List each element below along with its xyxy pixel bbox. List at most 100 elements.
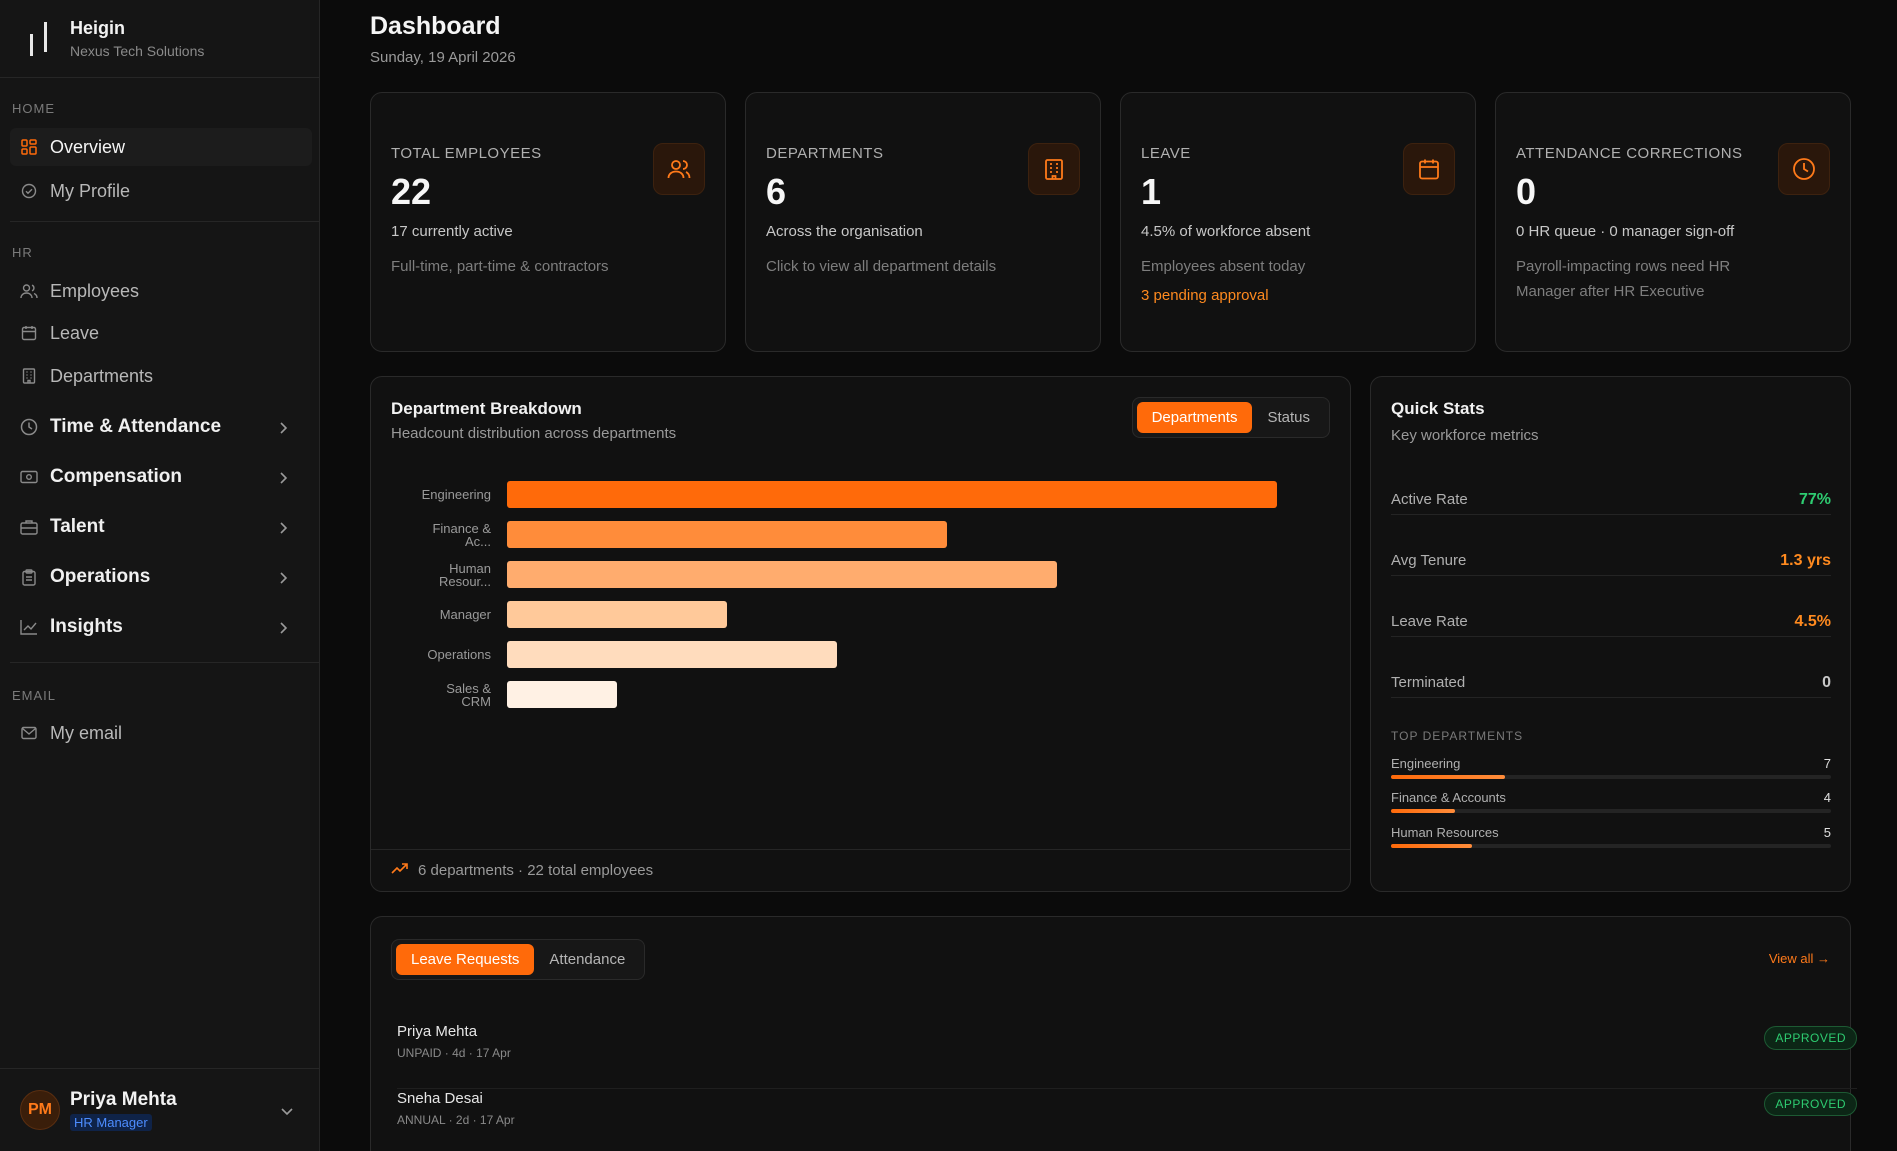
stat-desc: Employees absent today — [1141, 258, 1306, 275]
chart-icon — [20, 618, 38, 636]
stat-desc: Click to view all department details — [766, 258, 997, 275]
tab-attendance[interactable]: Attendance — [549, 951, 626, 968]
sidebar-item-employees[interactable]: Employees — [10, 272, 312, 310]
top-department-name: Engineering — [1391, 756, 1461, 771]
bar-label-line: Manager — [439, 607, 491, 622]
top-department-bar-fill — [1391, 809, 1455, 813]
stat-card-total-employees[interactable]: TOTAL EMPLOYEES 22 17 currently active F… — [370, 92, 726, 352]
quick-stat-value: 77% — [1798, 490, 1831, 508]
sidebar-item-talent[interactable]: Talent — [10, 508, 312, 546]
bar[interactable] — [507, 521, 947, 548]
panel-subtitle: Headcount distribution across department… — [391, 425, 677, 442]
list-item[interactable]: Priya Mehta UNPAID · 4d · 17 Apr APPROVE… — [397, 1023, 1857, 1089]
sidebar-item-compensation[interactable]: Compensation — [10, 458, 312, 496]
quick-stats-panel: Quick Stats Key workforce metrics Active… — [1370, 376, 1851, 892]
stat-card-leave[interactable]: LEAVE 1 4.5% of workforce absent Employe… — [1120, 92, 1476, 352]
bar[interactable] — [507, 601, 727, 628]
quick-stat-label: Terminated — [1391, 674, 1466, 691]
status-badge: APPROVED — [1764, 1092, 1857, 1116]
sidebar-item-my-profile[interactable]: My Profile — [10, 172, 312, 210]
building-icon — [20, 367, 38, 385]
section-email: EMAIL — [12, 688, 57, 703]
top-department-bar — [1391, 809, 1831, 813]
chevron-right-icon — [278, 419, 288, 441]
sidebar-item-time-attendance[interactable]: Time & Attendance — [10, 408, 312, 446]
requests-tabs: Leave Requests Attendance — [391, 939, 646, 980]
stat-value: 6 — [766, 171, 787, 212]
stat-card-departments[interactable]: DEPARTMENTS 6 Across the organisation Cl… — [745, 92, 1101, 352]
stat-label: TOTAL EMPLOYEES — [391, 145, 542, 162]
sidebar-item-departments[interactable]: Departments — [10, 357, 312, 395]
briefcase-icon — [20, 518, 38, 536]
chevron-right-icon — [278, 619, 288, 641]
tab-leave-requests[interactable]: Leave Requests — [396, 944, 535, 975]
bar-label: Manager — [403, 608, 491, 621]
sidebar-item-label: Leave — [50, 322, 100, 343]
pending-approval-link[interactable]: 3 pending approval — [1141, 287, 1269, 304]
list-item[interactable]: Sneha Desai ANNUAL · 2d · 17 Apr APPROVE… — [397, 1090, 1857, 1151]
bar-label-line: Engineering — [421, 487, 491, 502]
view-all-link[interactable]: View all → — [1768, 951, 1830, 966]
stat-sub: 4.5% of workforce absent — [1141, 223, 1311, 240]
page-date: Sunday, 19 April 2026 — [370, 49, 516, 66]
clipboard-icon — [20, 568, 38, 586]
divider — [10, 221, 320, 222]
breakdown-footer: 6 departments · 22 total employees — [371, 849, 1350, 891]
stat-value: 1 — [1141, 171, 1162, 212]
section-home: HOME — [12, 101, 55, 116]
stat-sub: 0 HR queue · 0 manager sign-off — [1516, 223, 1735, 240]
toggle-status[interactable]: Status — [1267, 409, 1310, 426]
chevron-down-icon[interactable] — [280, 1103, 294, 1121]
users-icon — [653, 143, 705, 195]
sidebar-item-label: Talent — [50, 516, 105, 537]
request-name: Priya Mehta — [397, 1023, 478, 1040]
bar-label-line: Operations — [427, 647, 491, 662]
breakdown-toggle: Departments Status — [1131, 397, 1330, 438]
quick-stat-leave-rate: Leave Rate 4.5% — [1391, 607, 1831, 637]
quick-stat-active-rate: Active Rate 77% — [1391, 485, 1831, 515]
calendar-icon — [1403, 143, 1455, 195]
bar-label-line: Ac... — [464, 533, 491, 549]
bar-label-line: Sales & — [446, 680, 491, 696]
quick-stat-terminated: Terminated 0 — [1391, 668, 1831, 698]
bar[interactable] — [507, 561, 1057, 588]
bar[interactable] — [507, 481, 1277, 508]
sidebar-item-my-email[interactable]: My email — [10, 714, 312, 752]
top-department-count: 7 — [1823, 756, 1831, 771]
trending-up-icon — [391, 862, 409, 880]
top-department-row: Human Resources 5 — [1391, 825, 1831, 848]
mail-icon — [20, 724, 38, 742]
stat-value: 22 — [391, 171, 432, 212]
org-name: Nexus Tech Solutions — [70, 43, 205, 59]
bar-label-line: Human — [449, 560, 491, 576]
top-department-row: Finance & Accounts 4 — [1391, 790, 1831, 813]
divider — [10, 662, 320, 663]
top-department-count: 4 — [1823, 790, 1831, 805]
stat-label: DEPARTMENTS — [766, 145, 884, 162]
user-name: Priya Mehta — [70, 1088, 177, 1110]
bar[interactable] — [507, 681, 617, 708]
toggle-departments[interactable]: Departments — [1136, 402, 1253, 433]
clock-icon — [1778, 143, 1830, 195]
stat-label: LEAVE — [1141, 145, 1191, 162]
user-menu[interactable]: PM Priya Mehta HR Manager — [0, 1068, 320, 1151]
top-department-bar — [1391, 775, 1831, 779]
sidebar-item-label: Time & Attendance — [50, 416, 222, 437]
sidebar-item-overview[interactable]: Overview — [10, 128, 312, 166]
grid-icon — [20, 138, 38, 156]
panel-title: Quick Stats — [1391, 399, 1485, 418]
sidebar-item-insights[interactable]: Insights — [10, 608, 312, 646]
sidebar-item-label: Overview — [50, 136, 126, 157]
sidebar-item-leave[interactable]: Leave — [10, 314, 312, 352]
bar-label: Sales & CRM — [403, 682, 491, 708]
sidebar-item-label: Insights — [50, 616, 123, 637]
chevron-right-icon — [278, 469, 288, 491]
bar[interactable] — [507, 641, 837, 668]
top-departments-label: TOP DEPARTMENTS — [1391, 729, 1524, 743]
sidebar-item-operations[interactable]: Operations — [10, 558, 312, 596]
chevron-right-icon — [278, 569, 288, 591]
avatar: PM — [20, 1090, 60, 1130]
clock-icon — [20, 418, 38, 436]
brand[interactable]: Heigin Nexus Tech Solutions — [0, 0, 319, 78]
stat-card-attendance-corrections[interactable]: ATTENDANCE CORRECTIONS 0 0 HR queue · 0 … — [1495, 92, 1851, 352]
